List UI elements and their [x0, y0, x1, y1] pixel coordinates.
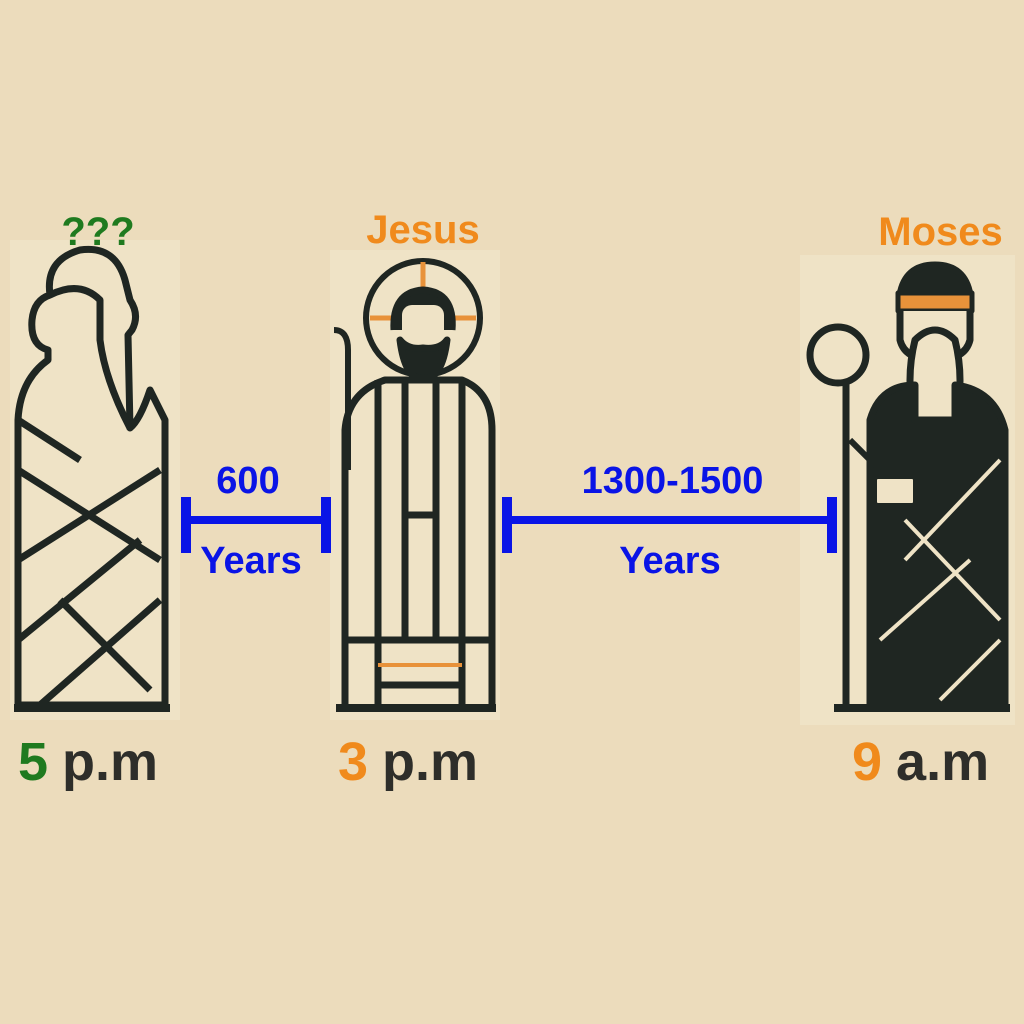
time-hour: 9 — [852, 732, 883, 792]
time-hour: 3 — [338, 732, 369, 792]
jesus-figure-illustration — [330, 250, 500, 720]
span-bracket-1300-1500 — [502, 497, 837, 553]
time-period: a.m — [896, 732, 990, 792]
span-amount-1300-1500: 1300-1500 — [581, 460, 764, 502]
time-label-moses: 9 a.m — [852, 735, 989, 789]
time-label-unknown: 5 p.m — [18, 735, 158, 789]
span-amount-600: 600 — [216, 460, 280, 502]
moses-figure-illustration — [800, 255, 1015, 725]
span-unit-600: Years — [200, 540, 302, 582]
figure-name-jesus: Jesus — [366, 208, 480, 252]
time-hour: 5 — [18, 732, 49, 792]
unknown-figure-illustration — [10, 240, 180, 720]
time-period: p.m — [382, 732, 479, 792]
time-label-jesus: 3 p.m — [338, 735, 478, 789]
figure-name-unknown: ??? — [61, 210, 135, 254]
time-period: p.m — [62, 732, 159, 792]
figure-name-moses: Moses — [878, 210, 1003, 254]
span-unit-1300-1500: Years — [619, 540, 721, 582]
span-bracket-600 — [181, 497, 331, 553]
